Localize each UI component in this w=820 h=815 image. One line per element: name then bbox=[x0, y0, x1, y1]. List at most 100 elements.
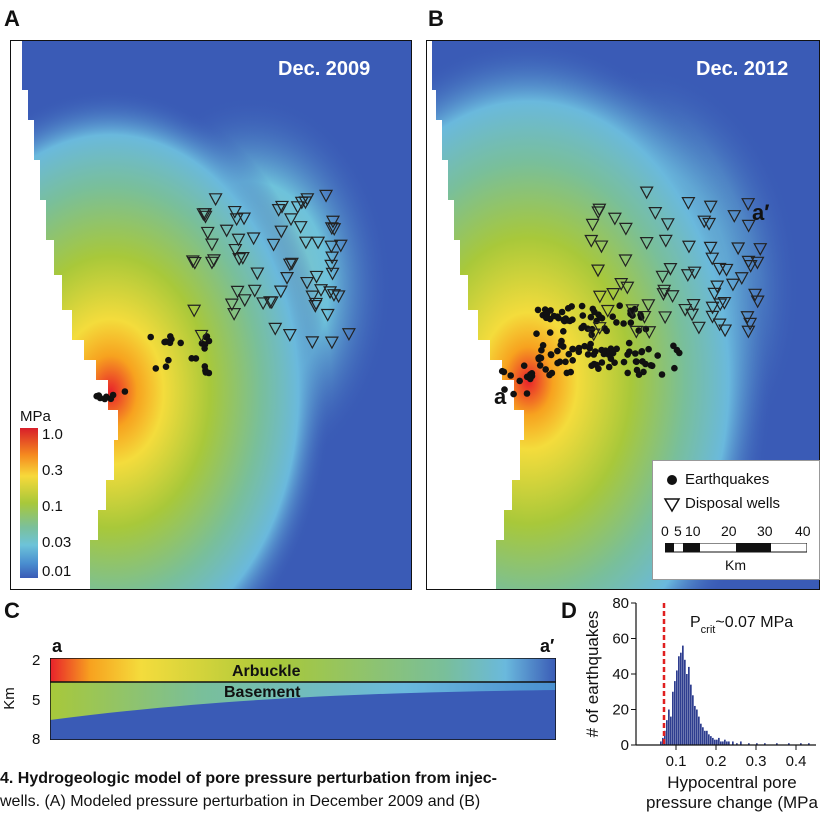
earthquake-marker bbox=[596, 313, 604, 321]
well-marker bbox=[325, 251, 340, 265]
earthquake-marker bbox=[542, 366, 549, 373]
well-marker bbox=[237, 294, 252, 308]
x-axis-label: pressure change (MPa bbox=[646, 793, 819, 812]
histogram-bar bbox=[710, 736, 712, 746]
earthquake-marker bbox=[586, 344, 593, 352]
section-tick-2: 2 bbox=[32, 652, 41, 669]
histogram-bar bbox=[680, 652, 682, 745]
well-marker bbox=[273, 285, 288, 299]
colorbar-unit: MPa bbox=[20, 408, 51, 425]
colorbar-tick-5: 0.01 bbox=[42, 563, 72, 580]
profile-end-label: a′ bbox=[752, 200, 770, 225]
scale-tick-0: 0 bbox=[661, 523, 669, 539]
well-marker bbox=[629, 325, 644, 339]
legend-earthquakes: Earthquakes bbox=[685, 471, 770, 488]
earthquake-marker bbox=[161, 338, 168, 346]
histogram-bar bbox=[756, 743, 758, 745]
earthquake-marker bbox=[626, 348, 633, 356]
histogram-bar bbox=[684, 659, 686, 745]
panel-a-date: Dec. 2009 bbox=[278, 58, 371, 80]
earthquake-marker bbox=[507, 372, 514, 379]
well-marker bbox=[208, 193, 223, 207]
histogram-bar bbox=[704, 730, 706, 745]
well-marker bbox=[235, 252, 250, 265]
well-marker bbox=[256, 297, 271, 311]
well-marker bbox=[656, 288, 671, 301]
well-marker bbox=[320, 308, 335, 322]
colorbar-tick-2: 0.3 bbox=[42, 462, 63, 479]
earthquake-marker bbox=[603, 327, 610, 335]
well-marker bbox=[703, 241, 718, 255]
well-marker bbox=[196, 208, 211, 222]
earthquake-marker bbox=[569, 345, 577, 353]
well-marker bbox=[324, 222, 339, 236]
well-marker bbox=[300, 276, 315, 290]
earthquake-marker bbox=[654, 352, 661, 359]
well-marker bbox=[283, 213, 298, 227]
earthquake-marker bbox=[624, 369, 631, 377]
well-marker bbox=[219, 224, 234, 238]
well-marker bbox=[707, 287, 722, 301]
well-marker bbox=[680, 269, 695, 282]
panel-a-wells bbox=[185, 189, 356, 350]
earthquake-marker bbox=[546, 329, 554, 336]
histogram-bar bbox=[664, 730, 666, 745]
histogram-bar bbox=[694, 705, 696, 745]
well-marker bbox=[719, 263, 734, 277]
profile-start-label: a bbox=[494, 384, 507, 409]
scale-tick-30: 30 bbox=[757, 523, 773, 539]
well-marker bbox=[642, 326, 657, 340]
histogram-bar bbox=[702, 727, 704, 745]
well-marker bbox=[686, 299, 701, 312]
histogram-bar bbox=[716, 739, 718, 745]
well-marker bbox=[247, 284, 262, 298]
histogram-bar bbox=[736, 743, 738, 745]
earthquake-marker bbox=[595, 365, 602, 373]
caption-line-2: wells. (A) Modeled pressure perturbation… bbox=[0, 793, 480, 811]
earthquake-marker bbox=[109, 391, 117, 399]
earthquake-marker bbox=[527, 375, 534, 383]
earthquake-marker bbox=[557, 341, 564, 349]
well-marker bbox=[204, 238, 219, 252]
caption-line-1-text: 4. Hydrogeologic model of pore pressure … bbox=[0, 770, 497, 787]
earthquake-marker bbox=[162, 363, 170, 371]
earthquake-marker bbox=[534, 306, 542, 314]
well-marker bbox=[639, 237, 654, 250]
well-marker bbox=[309, 270, 324, 284]
well-marker bbox=[663, 262, 678, 276]
well-marker bbox=[607, 212, 622, 226]
earthquake-marker bbox=[658, 371, 666, 378]
earthquake-marker bbox=[673, 346, 681, 354]
y-tick-label: 20 bbox=[612, 702, 629, 719]
earthquake-marker bbox=[638, 348, 646, 355]
well-marker bbox=[703, 200, 718, 214]
earthquake-marker bbox=[516, 377, 523, 385]
earthquake-marker bbox=[510, 390, 517, 398]
section-tick-5: 5 bbox=[32, 692, 41, 709]
histogram-bar bbox=[712, 737, 714, 745]
well-marker bbox=[705, 252, 720, 266]
earthquake-marker bbox=[562, 358, 569, 366]
histogram-chart: 0 20 40 60 80 0.1 0.2 0.3 0.4 # of earthquakes Hyp… bbox=[583, 595, 819, 812]
earthquake-marker bbox=[539, 342, 547, 349]
scale-bar bbox=[665, 543, 807, 553]
panel-b-letter: B bbox=[428, 6, 444, 31]
earthquake-marker bbox=[168, 335, 175, 343]
panel-b-wells bbox=[584, 186, 768, 342]
earthquake-marker bbox=[550, 312, 558, 320]
x-tick-label: 0.3 bbox=[746, 753, 767, 770]
earthquake-marker bbox=[578, 302, 586, 310]
well-marker bbox=[740, 311, 755, 324]
well-marker bbox=[309, 297, 324, 311]
earthquake-marker bbox=[533, 330, 540, 338]
histogram-bar bbox=[714, 739, 716, 745]
well-marker bbox=[227, 308, 242, 321]
well-marker bbox=[194, 329, 209, 343]
well-marker bbox=[618, 254, 633, 268]
earthquake-marker bbox=[635, 371, 643, 379]
section-end-label: a′ bbox=[540, 636, 555, 656]
panel-c-letter: C bbox=[4, 598, 20, 623]
histogram-bar bbox=[698, 716, 700, 745]
section-start-label: a bbox=[52, 636, 63, 656]
cross-section bbox=[50, 658, 556, 740]
